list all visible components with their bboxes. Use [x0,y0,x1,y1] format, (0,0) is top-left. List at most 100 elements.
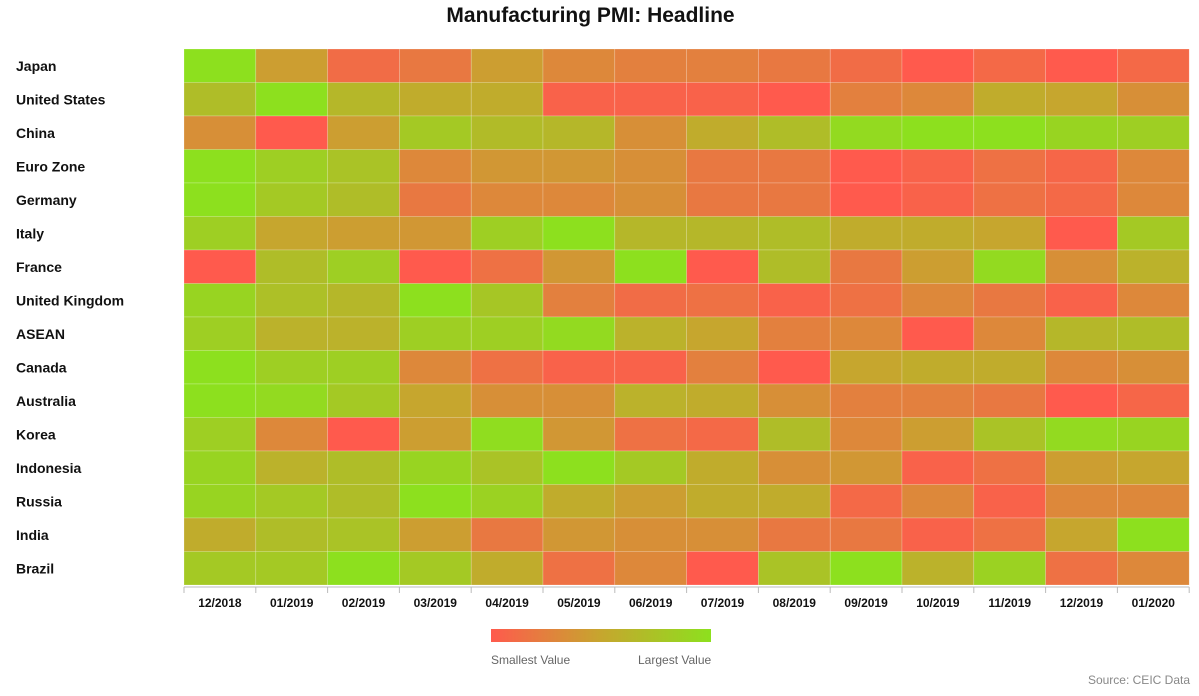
heatmap-cell [758,249,831,284]
heatmap-cell [470,115,544,150]
heatmap-cell [470,517,544,552]
heatmap-cell [686,249,759,284]
heatmap-cell [255,283,328,318]
heatmap-cell [829,316,903,351]
heatmap-cell [542,48,616,83]
heatmap-cell [686,216,759,251]
heatmap-cell [829,383,903,418]
heatmap-cell [758,450,831,485]
heatmap-cell [686,551,759,586]
heatmap-cell [542,551,616,586]
column-label: 05/2019 [557,596,601,610]
heatmap-cell [399,149,472,184]
column-label: 10/2019 [916,596,960,610]
heatmap-cell [542,82,616,117]
heatmap-cell [1117,417,1190,452]
heatmap-cell [686,517,759,552]
heatmap-cell [973,149,1046,184]
heatmap-cell [542,383,616,418]
heatmap-cell [470,249,544,284]
heatmap-cell [758,149,831,184]
heatmap-cell [399,383,472,418]
heatmap-cell [183,182,257,217]
column-label: 03/2019 [414,596,458,610]
heatmap-cell [973,216,1046,251]
heatmap-cell [255,82,328,117]
heatmap-cell [1117,82,1190,117]
heatmap-cell [327,115,400,150]
heatmap-cell [327,417,400,452]
heatmap-cell [1117,383,1190,418]
heatmap-cell [183,517,257,552]
heatmap-cell [829,149,903,184]
heatmap-cell [901,283,975,318]
heatmap-cell [901,82,975,117]
column-label: 11/2019 [988,596,1031,610]
row-label: India [16,527,49,543]
heatmap-cell [614,216,687,251]
heatmap-cell [901,417,975,452]
heatmap-cell [183,283,257,318]
heatmap-cell [901,216,975,251]
heatmap-cell [470,450,544,485]
heatmap-cell [973,82,1046,117]
heatmap-cell [829,48,903,83]
heatmap-cell [973,249,1046,284]
heatmap-cell [758,551,831,586]
heatmap-cell [255,484,328,519]
heatmap-cell [973,182,1046,217]
row-label: Russia [16,493,62,509]
heatmap-cell [183,450,257,485]
heatmap-cell [829,283,903,318]
heatmap-cell [901,517,975,552]
heatmap-cell [327,450,400,485]
heatmap-cell [255,149,328,184]
heatmap-cell [901,350,975,385]
heatmap-cell [973,551,1046,586]
column-label: 02/2019 [342,596,386,610]
heatmap-cell [829,115,903,150]
heatmap-cell [542,182,616,217]
heatmap-cell [686,450,759,485]
heatmap-cell [183,115,257,150]
heatmap-cell [1117,450,1190,485]
heatmap-cell [614,450,687,485]
heatmap-cell [399,249,472,284]
heatmap-cell [327,249,400,284]
heatmap-cell [686,350,759,385]
column-label: 01/2020 [1132,596,1176,610]
heatmap-cell [758,216,831,251]
heatmap-cell [901,383,975,418]
heatmap-cell [255,48,328,83]
heatmap-cell [255,551,328,586]
heatmap-cell [327,484,400,519]
heatmap-cell [542,417,616,452]
column-label: 12/2019 [1060,596,1104,610]
heatmap-cell [1045,115,1118,150]
heatmap-cell [1117,283,1190,318]
column-label: 04/2019 [485,596,529,610]
heatmap-cell [1045,249,1118,284]
heatmap-cell [1045,350,1118,385]
heatmap-cell [614,383,687,418]
heatmap-cell [542,316,616,351]
column-label: 12/2018 [198,596,242,610]
heatmap-cell [183,316,257,351]
heatmap-cell [829,182,903,217]
heatmap-cell [399,115,472,150]
heatmap-cell [542,350,616,385]
heatmap-cell [1045,450,1118,485]
heatmap-cell [399,182,472,217]
heatmap-cell [614,82,687,117]
heatmap-cell [470,149,544,184]
row-label: ASEAN [16,326,65,342]
heatmap-cell [183,249,257,284]
heatmap-cell [1045,484,1118,519]
heatmap-cell [327,48,400,83]
heatmap-cell [255,316,328,351]
heatmap-cell [829,216,903,251]
heatmap-cell [614,316,687,351]
heatmap-cell [973,484,1046,519]
column-label: 01/2019 [270,596,314,610]
heatmap-cell [399,316,472,351]
